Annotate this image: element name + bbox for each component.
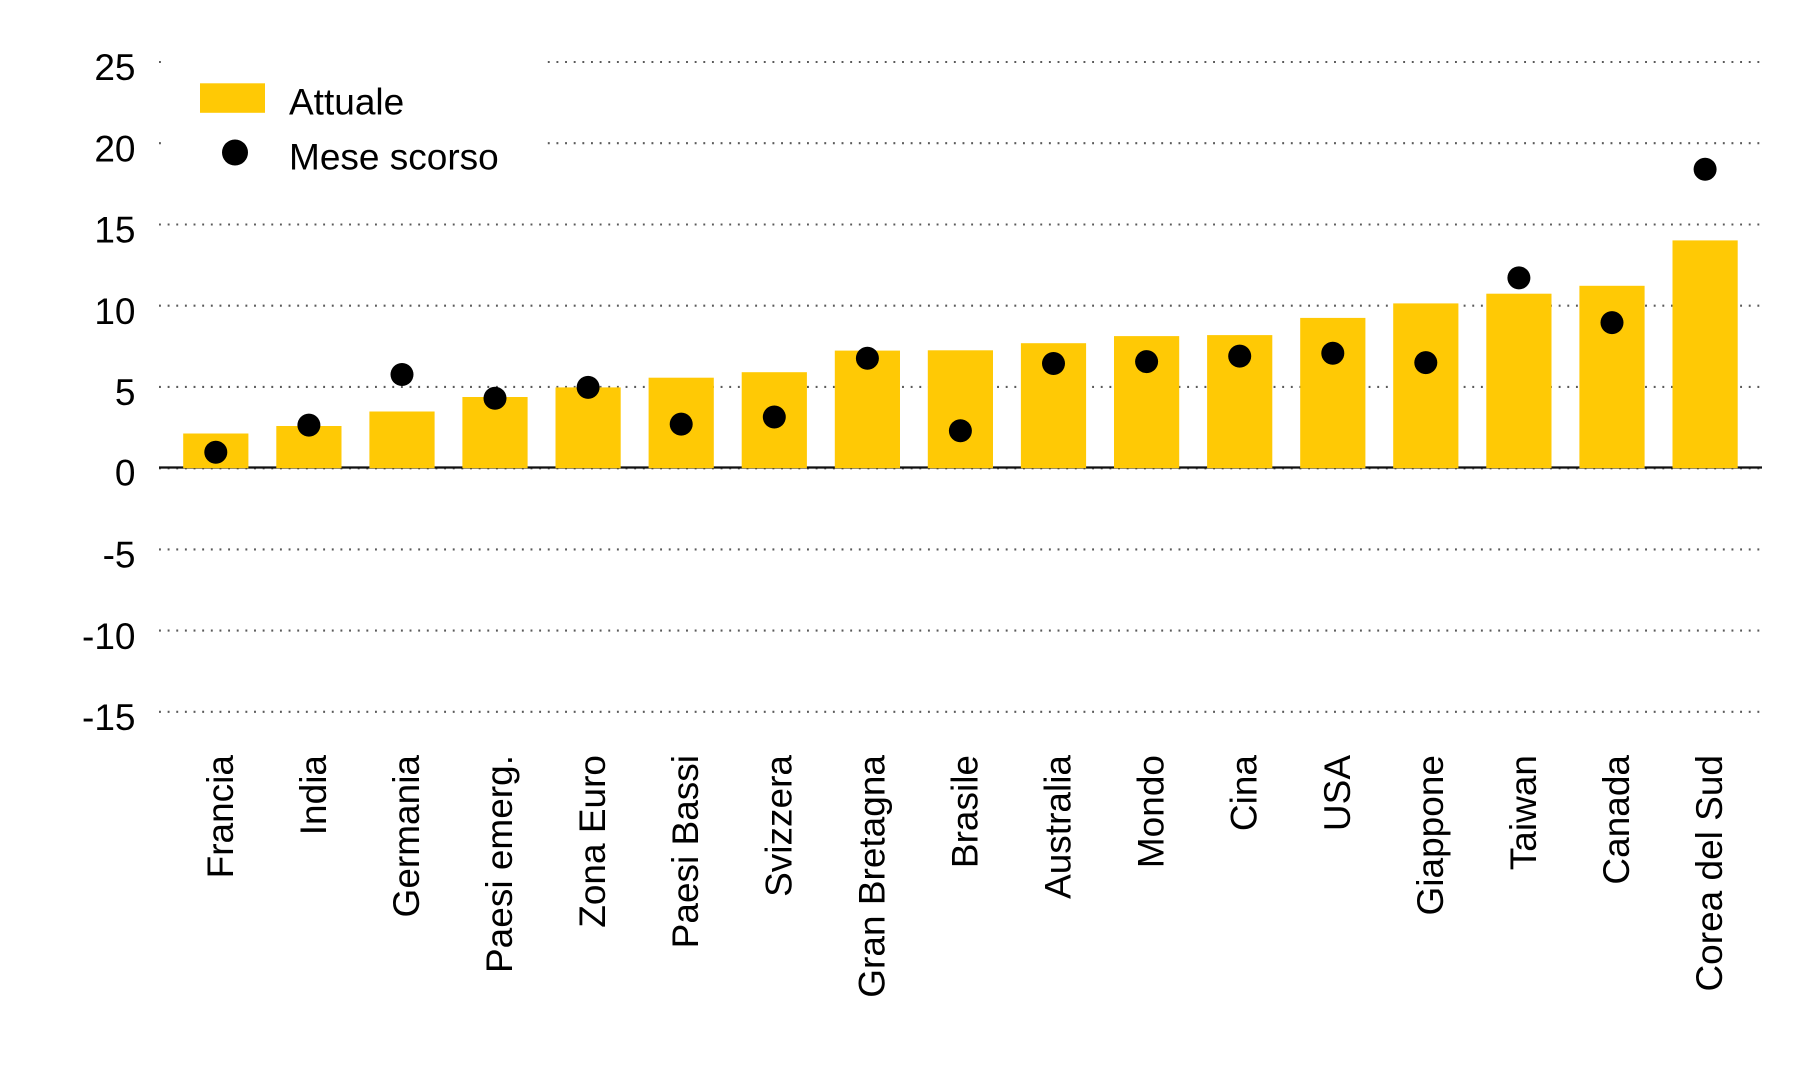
- svg-text:25: 25: [94, 47, 135, 88]
- svg-text:Zona Euro: Zona Euro: [572, 755, 613, 928]
- svg-text:Germania: Germania: [386, 755, 427, 918]
- svg-text:Svizzera: Svizzera: [758, 755, 799, 897]
- svg-text:Giappone: Giappone: [1410, 755, 1451, 915]
- svg-text:5: 5: [115, 372, 136, 413]
- svg-text:Mese scorso: Mese scorso: [289, 137, 499, 178]
- svg-text:USA: USA: [1317, 755, 1358, 831]
- svg-text:Gran Bretagna: Gran Bretagna: [851, 755, 892, 998]
- svg-text:Corea del Sud: Corea del Sud: [1689, 755, 1730, 992]
- svg-text:Brasile: Brasile: [944, 755, 985, 868]
- svg-text:Canada: Canada: [1596, 755, 1637, 885]
- svg-text:Cina: Cina: [1224, 755, 1265, 832]
- svg-text:Attuale: Attuale: [289, 82, 404, 123]
- svg-text:-15: -15: [82, 697, 135, 738]
- svg-text:Taiwan: Taiwan: [1503, 755, 1544, 870]
- svg-text:-5: -5: [103, 535, 136, 576]
- svg-text:-10: -10: [82, 616, 135, 657]
- svg-text:15: 15: [94, 210, 135, 251]
- svg-text:India: India: [293, 755, 334, 836]
- svg-text:10: 10: [94, 291, 135, 332]
- svg-text:0: 0: [115, 453, 136, 494]
- svg-text:20: 20: [94, 128, 135, 169]
- svg-text:Mondo: Mondo: [1131, 755, 1172, 868]
- svg-text:Francia: Francia: [200, 755, 241, 879]
- svg-text:Paesi emerg.: Paesi emerg.: [479, 755, 520, 973]
- svg-text:Australia: Australia: [1038, 755, 1079, 899]
- svg-text:Paesi Bassi: Paesi Bassi: [665, 755, 706, 948]
